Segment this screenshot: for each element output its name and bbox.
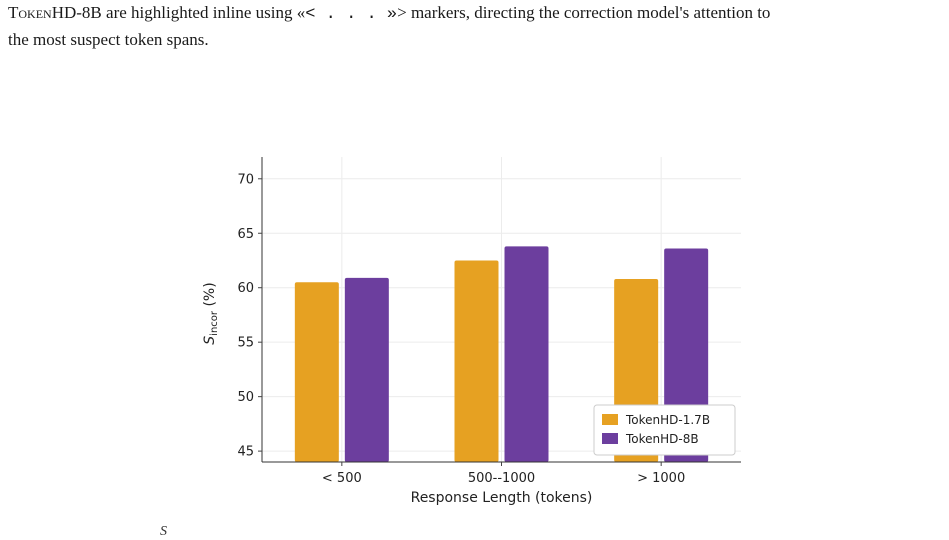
bar <box>454 260 499 462</box>
legend-label: TokenHD-1.7B <box>625 413 710 427</box>
x-axis-label: Response Length (tokens) <box>411 490 593 506</box>
y-axis-label-subscript: incor <box>209 310 220 336</box>
caption-line-1: TokenHD-8B are highlighted inline using … <box>8 0 943 27</box>
legend-swatch <box>602 414 618 425</box>
y-axis-label: Sincor (%) <box>202 282 220 344</box>
y-axis-label-symbol: S <box>202 336 218 345</box>
bar <box>294 282 339 462</box>
y-tick-label: 60 <box>237 281 254 296</box>
legend-box <box>593 404 736 456</box>
y-axis-label-unit: (%) <box>202 282 218 311</box>
caption-marker: < . . . » <box>305 5 398 24</box>
y-tick-label: 70 <box>237 172 254 187</box>
y-tick-label: 45 <box>237 445 254 460</box>
legend-label: TokenHD-8B <box>625 432 699 446</box>
bar <box>504 246 549 462</box>
caption-model-name: TokenHD-8B <box>8 3 102 22</box>
bottom-fragment: S <box>160 524 167 539</box>
legend: TokenHD-1.7B TokenHD-8B <box>593 404 736 456</box>
x-tick-label: < 500 <box>322 471 362 486</box>
y-tick-label: 65 <box>237 227 254 242</box>
x-tick-label: 500--1000 <box>468 471 535 486</box>
caption-text-suffix: > markers, directing the correction mode… <box>397 3 771 22</box>
legend-swatch <box>602 433 618 444</box>
y-tick-label: 55 <box>237 336 254 351</box>
y-tick-label: 50 <box>237 390 254 405</box>
tick-labels: 45 50 55 60 65 70 < 500 500--1000 > 1000 <box>237 172 685 486</box>
x-tick-label: > 1000 <box>637 471 685 486</box>
caption-text-mid: are highlighted inline using « <box>101 3 306 22</box>
bar <box>344 277 389 462</box>
caption-line-2: the most suspect token spans. <box>8 30 209 49</box>
grid-lines <box>262 157 741 462</box>
figure-caption: TokenHD-8B are highlighted inline using … <box>8 0 943 52</box>
